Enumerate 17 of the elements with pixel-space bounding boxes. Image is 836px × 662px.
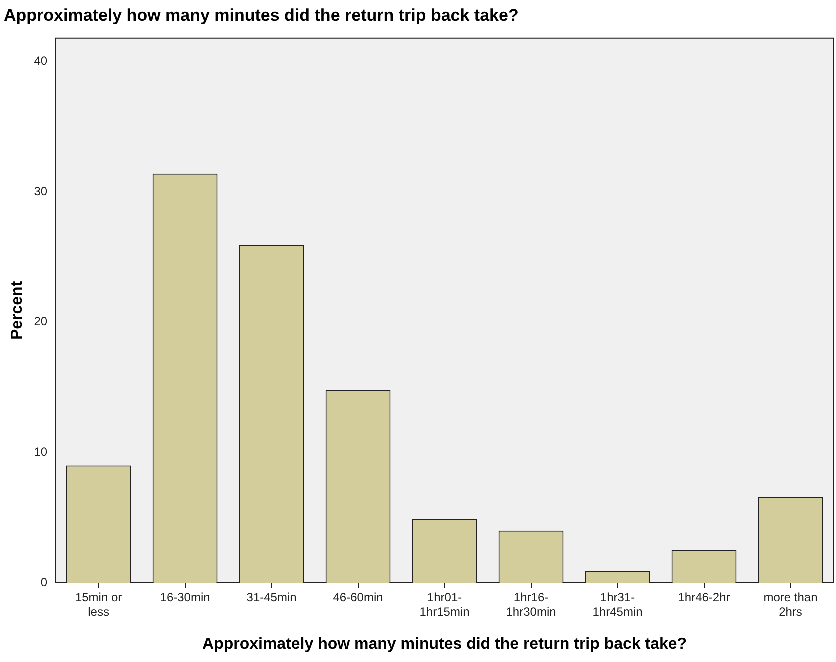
x-tick-label: 1hr16-1hr30min (506, 590, 556, 619)
x-tick-label: more than 2hrs (764, 590, 818, 619)
x-tick-label: 15min or less (75, 590, 122, 619)
y-tick-label: 20 (34, 314, 48, 329)
y-tick-label: 0 (40, 575, 48, 590)
x-tick-label: 46-60min (333, 590, 384, 605)
x-tick-label: 31-45min (246, 590, 297, 605)
y-tick-label: 10 (34, 445, 48, 460)
y-axis-title: Percent (9, 280, 26, 340)
x-tick-label: 1hr46-2hr (678, 590, 730, 605)
y-tick-label: 40 (34, 54, 48, 68)
chart-title: Approximately how many minutes did the return trip back take? (4, 6, 519, 25)
x-tick-label: 1hr01-1hr15min (420, 590, 470, 619)
x-tick-label: 16-30min (160, 590, 210, 605)
x-axis-title: Approximately how many minutes did the return trip back take? (202, 636, 688, 653)
x-tick-label: 1hr31-1hr45min (592, 590, 643, 619)
y-tick-label: 30 (34, 184, 48, 198)
